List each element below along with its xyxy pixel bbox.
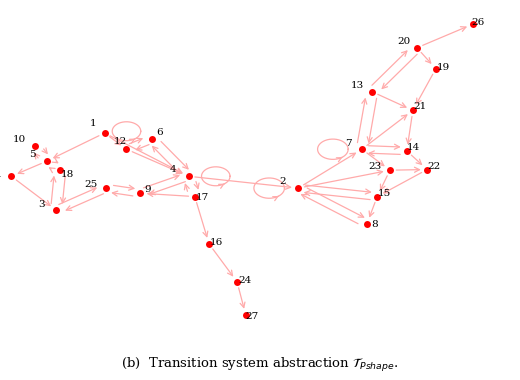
Text: 18: 18: [61, 170, 74, 179]
Text: (b)  Transition system abstraction $\mathcal{T}_{Pshape}$.: (b) Transition system abstraction $\math…: [121, 356, 399, 374]
Text: 20: 20: [397, 37, 410, 46]
Text: 25: 25: [84, 180, 97, 189]
Text: 1: 1: [90, 119, 97, 128]
Text: 5: 5: [30, 150, 36, 160]
Text: 9: 9: [145, 185, 151, 194]
Text: 14: 14: [407, 143, 421, 152]
Text: 12: 12: [114, 137, 127, 146]
Text: 21: 21: [413, 103, 426, 111]
Text: 27: 27: [245, 312, 258, 321]
Text: 6: 6: [157, 128, 163, 138]
Text: 24: 24: [238, 276, 251, 285]
Text: 23: 23: [368, 162, 381, 171]
Text: 17: 17: [196, 193, 209, 203]
Text: 26: 26: [472, 18, 485, 27]
Text: 15: 15: [378, 189, 391, 198]
Text: 19: 19: [436, 63, 450, 71]
Text: 22: 22: [427, 162, 441, 171]
Text: 16: 16: [210, 238, 223, 247]
Text: 3: 3: [38, 200, 45, 209]
Text: 2: 2: [280, 177, 286, 186]
Text: 4: 4: [170, 165, 177, 174]
Text: 7: 7: [345, 139, 352, 148]
Text: 10: 10: [13, 135, 26, 144]
Text: 8: 8: [371, 220, 378, 229]
Text: 11: 11: [0, 170, 3, 179]
Text: 13: 13: [351, 81, 365, 90]
